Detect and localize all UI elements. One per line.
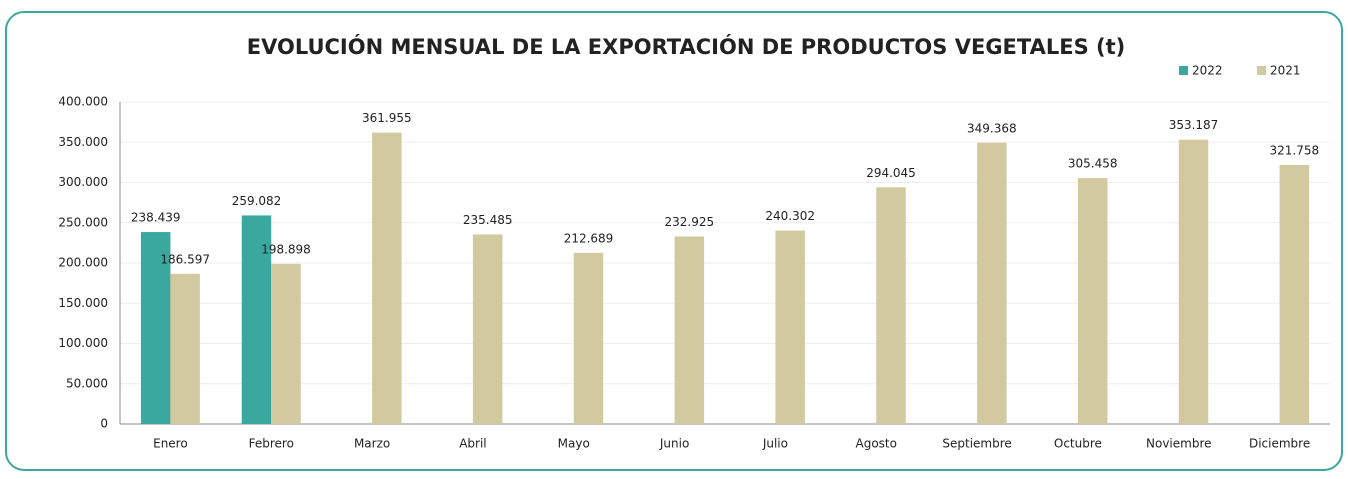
data-label: 321.758	[1270, 143, 1320, 157]
x-tick-label: Marzo	[354, 437, 390, 451]
bar	[472, 234, 503, 424]
x-tick-label: Mayo	[558, 437, 590, 451]
data-label: 240.302	[765, 209, 815, 223]
data-label: 294.045	[866, 166, 916, 180]
bar	[170, 273, 200, 424]
data-label: 305.458	[1068, 157, 1118, 171]
chart-title: EVOLUCIÓN MENSUAL DE LA EXPORTACIÓN DE P…	[247, 34, 1126, 59]
x-tick-label: Febrero	[249, 437, 294, 451]
x-tick-label: Junio	[659, 437, 689, 451]
bar	[1178, 139, 1209, 425]
data-label: 198.898	[261, 242, 311, 256]
bar	[573, 252, 604, 424]
x-tick-label: Julio	[762, 437, 788, 451]
bar	[876, 187, 906, 424]
data-label: 232.925	[665, 215, 715, 229]
data-label: 259.082	[232, 194, 282, 208]
bar	[1077, 178, 1108, 424]
bar	[241, 215, 272, 424]
y-tick-label: 300.000	[58, 175, 108, 189]
x-tick-label: Noviembre	[1146, 437, 1212, 451]
y-tick-label: 400.000	[58, 95, 108, 109]
y-tick-label: 250.000	[58, 215, 108, 229]
bar	[372, 132, 402, 424]
bar	[674, 236, 705, 424]
legend-label: 2022	[1192, 64, 1223, 78]
data-label: 353.187	[1169, 118, 1219, 132]
x-tick-label: Enero	[153, 437, 188, 451]
bar	[977, 142, 1007, 424]
y-tick-label: 100.000	[58, 336, 108, 350]
x-tick-label: Diciembre	[1249, 437, 1310, 451]
x-tick-label: Abril	[459, 437, 486, 451]
data-label: 235.485	[463, 213, 513, 227]
data-label: 212.689	[564, 231, 614, 245]
y-tick-label: 350.000	[58, 135, 108, 149]
x-tick-label: Octubre	[1054, 437, 1102, 451]
bar	[271, 263, 301, 424]
frame	[5, 11, 1343, 471]
y-tick-label: 50.000	[66, 376, 108, 390]
data-label: 349.368	[967, 121, 1017, 135]
x-tick-label: Septiembre	[942, 437, 1011, 451]
x-tick-label: Agosto	[856, 437, 897, 451]
y-tick-label: 150.000	[58, 296, 108, 310]
bar	[775, 230, 805, 424]
bar	[1279, 164, 1310, 425]
legend-swatch	[1179, 66, 1188, 75]
data-label: 361.955	[362, 111, 412, 125]
y-tick-label: 0	[100, 417, 108, 431]
bar	[140, 232, 171, 424]
y-tick-label: 200.000	[58, 256, 108, 270]
legend-label: 2021	[1270, 64, 1301, 78]
legend-swatch	[1257, 66, 1266, 75]
data-label: 238.439	[131, 211, 181, 225]
data-label: 186.597	[160, 252, 210, 266]
